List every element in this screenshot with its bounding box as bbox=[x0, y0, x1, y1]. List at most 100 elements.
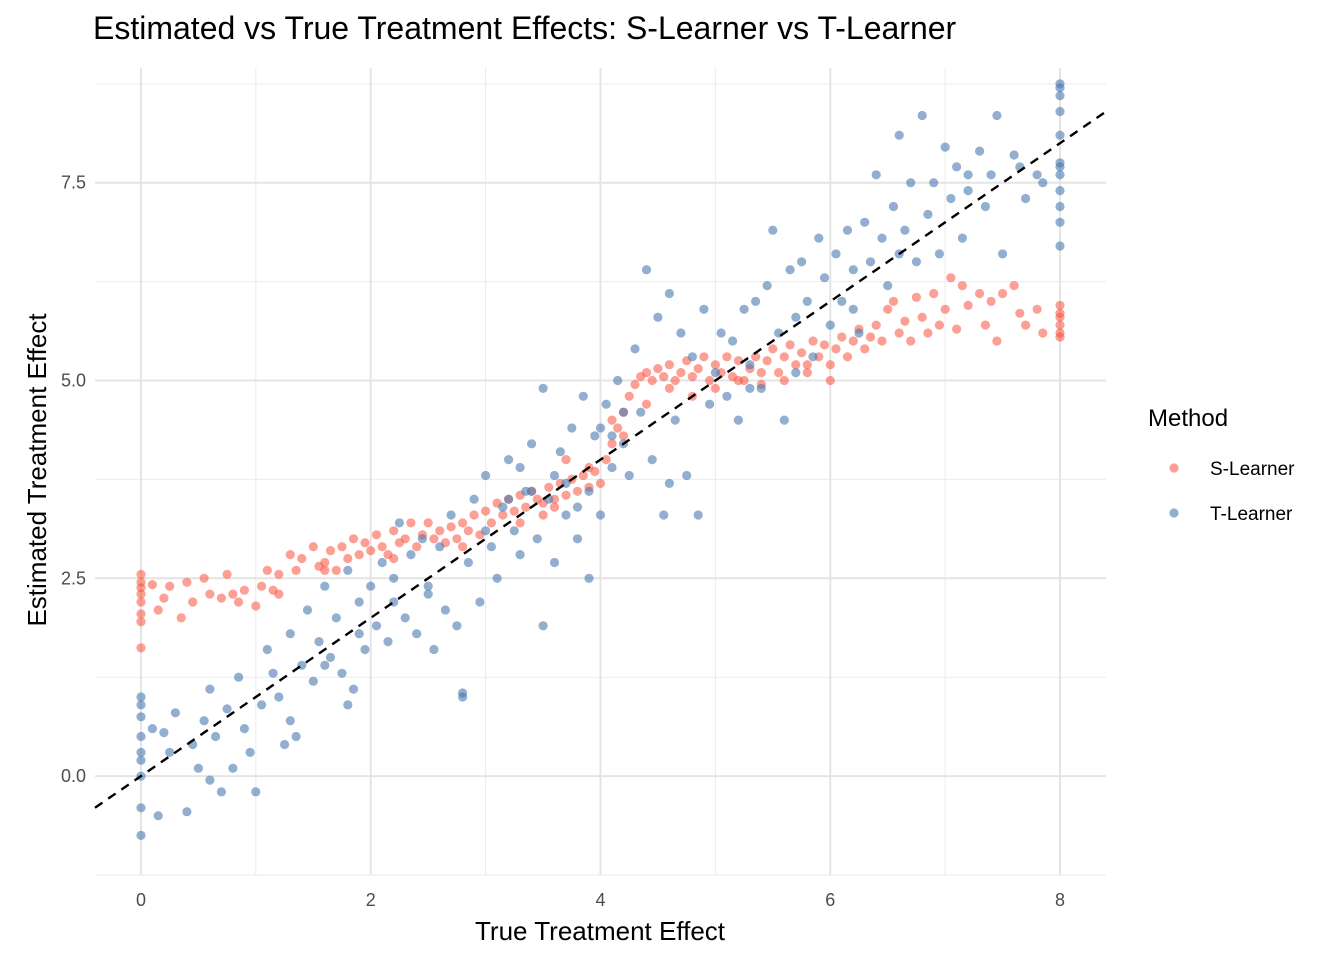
data-point bbox=[136, 617, 146, 627]
data-point bbox=[1055, 130, 1065, 140]
data-point bbox=[136, 583, 146, 593]
data-point bbox=[624, 391, 634, 401]
data-point bbox=[423, 518, 433, 528]
y-tick-label: 2.5 bbox=[61, 568, 86, 588]
data-point bbox=[957, 281, 968, 291]
y-axis-title: Estimated Treatment Effect bbox=[22, 313, 52, 627]
data-point bbox=[366, 581, 376, 591]
data-point bbox=[883, 281, 893, 291]
data-point bbox=[136, 700, 146, 710]
data-point bbox=[791, 312, 801, 322]
data-point bbox=[802, 368, 812, 378]
data-point bbox=[153, 811, 163, 821]
data-point bbox=[567, 423, 577, 433]
chart-title: Estimated vs True Treatment Effects: S-L… bbox=[93, 10, 957, 46]
data-point bbox=[871, 320, 881, 330]
data-point bbox=[842, 352, 853, 362]
data-point bbox=[343, 565, 353, 576]
data-point bbox=[647, 455, 657, 465]
data-point bbox=[515, 518, 525, 528]
data-point bbox=[791, 360, 801, 370]
legend-label-s-learner: S-Learner bbox=[1210, 459, 1295, 480]
data-point bbox=[630, 344, 640, 354]
data-point bbox=[900, 225, 910, 235]
data-point bbox=[498, 502, 508, 512]
data-point bbox=[280, 739, 290, 750]
data-point bbox=[527, 486, 537, 496]
data-point bbox=[659, 510, 669, 520]
data-point bbox=[1055, 300, 1065, 310]
data-point bbox=[900, 316, 910, 326]
data-point bbox=[251, 601, 261, 611]
data-point bbox=[389, 526, 399, 536]
reference-line bbox=[94, 110, 1107, 809]
data-point bbox=[578, 391, 588, 401]
data-point bbox=[331, 565, 341, 576]
data-point bbox=[469, 510, 479, 520]
data-point bbox=[274, 589, 284, 599]
data-point bbox=[544, 482, 554, 492]
data-point bbox=[153, 605, 163, 615]
legend: Method S-Learner T-Learner bbox=[1148, 405, 1295, 525]
data-point bbox=[980, 201, 991, 212]
data-point bbox=[613, 375, 623, 386]
data-point bbox=[205, 775, 215, 785]
data-point bbox=[216, 593, 226, 603]
data-point bbox=[486, 542, 496, 552]
data-point bbox=[946, 273, 956, 283]
data-point bbox=[797, 348, 807, 358]
points-layer bbox=[136, 79, 1065, 841]
data-point bbox=[337, 668, 347, 678]
data-point bbox=[136, 755, 146, 765]
data-point bbox=[710, 368, 721, 378]
data-point bbox=[211, 731, 221, 742]
data-point bbox=[664, 360, 675, 370]
data-point bbox=[486, 518, 496, 528]
data-point bbox=[785, 340, 795, 350]
data-point bbox=[745, 360, 755, 370]
data-point bbox=[572, 486, 583, 496]
data-point bbox=[136, 643, 146, 653]
data-point bbox=[917, 312, 927, 322]
data-point bbox=[888, 201, 899, 212]
data-point bbox=[165, 747, 175, 758]
data-point bbox=[618, 407, 629, 417]
data-point bbox=[222, 704, 232, 714]
data-point bbox=[751, 352, 761, 362]
data-point bbox=[383, 637, 393, 647]
data-point bbox=[297, 553, 307, 564]
data-point bbox=[601, 455, 611, 465]
data-point bbox=[756, 383, 766, 393]
data-point bbox=[808, 336, 818, 346]
data-point bbox=[170, 708, 180, 718]
data-point bbox=[860, 217, 870, 227]
data-point bbox=[463, 557, 473, 568]
data-point bbox=[354, 629, 364, 639]
data-point bbox=[659, 372, 669, 382]
data-point bbox=[848, 304, 858, 314]
data-point bbox=[929, 178, 939, 188]
data-point bbox=[435, 526, 445, 536]
data-point bbox=[446, 522, 456, 532]
data-point bbox=[572, 502, 583, 512]
data-point bbox=[957, 233, 968, 243]
legend-title: Method bbox=[1148, 405, 1228, 432]
data-point bbox=[601, 399, 611, 409]
data-point bbox=[751, 296, 761, 306]
data-point bbox=[561, 490, 571, 500]
data-point bbox=[371, 530, 382, 540]
data-point bbox=[205, 589, 215, 599]
data-point bbox=[842, 225, 853, 235]
data-point bbox=[136, 589, 146, 599]
data-point bbox=[607, 462, 617, 473]
data-point bbox=[716, 328, 726, 338]
legend-key-t-learner bbox=[1169, 508, 1179, 518]
data-point bbox=[911, 257, 922, 267]
x-tick-label: 6 bbox=[825, 890, 835, 910]
data-point bbox=[1055, 106, 1065, 117]
data-point bbox=[1015, 308, 1025, 318]
data-point bbox=[923, 209, 933, 219]
data-point bbox=[733, 356, 744, 366]
data-point bbox=[538, 510, 548, 520]
data-point bbox=[595, 478, 606, 488]
